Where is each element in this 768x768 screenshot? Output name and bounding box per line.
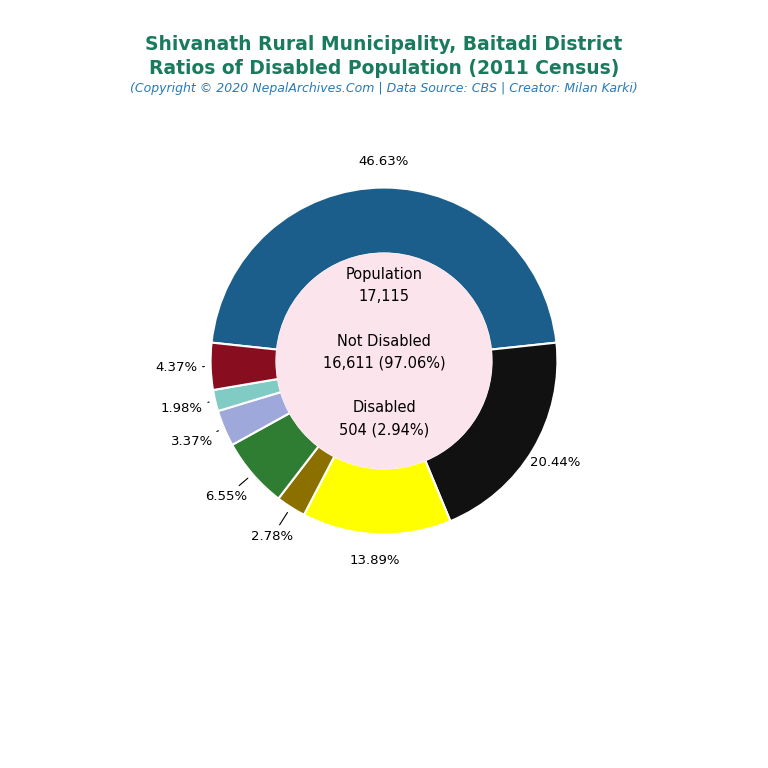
Text: 46.63%: 46.63% <box>359 155 409 168</box>
Text: 1.98%: 1.98% <box>161 402 209 415</box>
Text: 20.44%: 20.44% <box>530 456 581 469</box>
Wedge shape <box>304 456 450 535</box>
Wedge shape <box>211 187 557 349</box>
Text: 2.78%: 2.78% <box>251 512 293 543</box>
Wedge shape <box>213 379 281 411</box>
Text: 4.37%: 4.37% <box>155 361 204 374</box>
Wedge shape <box>218 392 290 445</box>
Circle shape <box>276 253 492 468</box>
Wedge shape <box>425 343 558 521</box>
Text: 13.89%: 13.89% <box>350 554 401 567</box>
Text: (Copyright © 2020 NepalArchives.Com | Data Source: CBS | Creator: Milan Karki): (Copyright © 2020 NepalArchives.Com | Da… <box>130 82 638 95</box>
Wedge shape <box>279 446 334 515</box>
Text: 3.37%: 3.37% <box>171 431 218 449</box>
Wedge shape <box>210 343 278 390</box>
Text: Population
17,115

Not Disabled
16,611 (97.06%)

Disabled
504 (2.94%): Population 17,115 Not Disabled 16,611 (9… <box>323 267 445 438</box>
Wedge shape <box>232 413 319 498</box>
Text: Shivanath Rural Municipality, Baitadi District
Ratios of Disabled Population (20: Shivanath Rural Municipality, Baitadi Di… <box>145 35 623 78</box>
Text: 6.55%: 6.55% <box>205 478 248 503</box>
